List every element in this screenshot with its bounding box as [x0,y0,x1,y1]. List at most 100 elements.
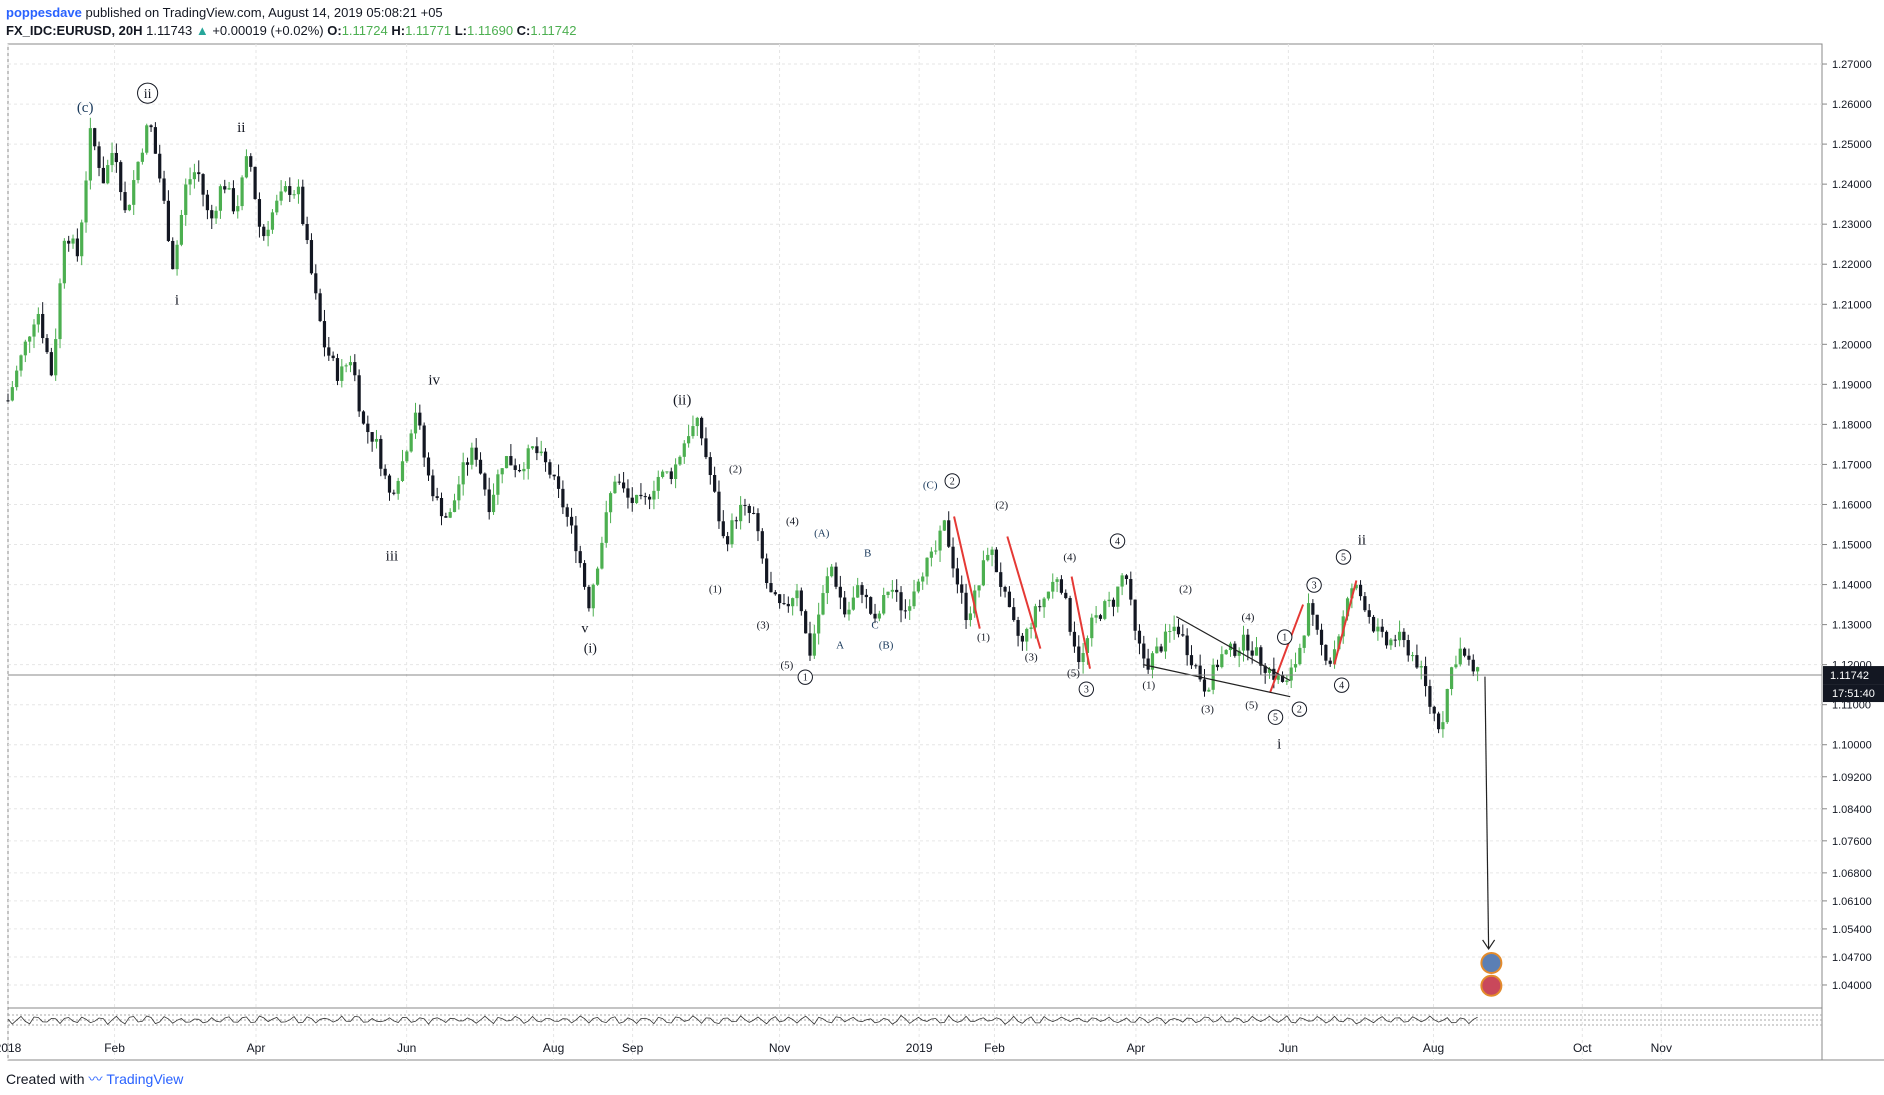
candle-body [1384,631,1389,646]
wave-label: ii [237,120,245,136]
candle-body [1077,646,1081,663]
candle-body [1402,631,1406,641]
candle-body [236,206,240,212]
y-tick-label: 1.18000 [1832,419,1872,431]
wave-label: iii [386,549,399,565]
candle-body [661,471,665,477]
candle-body [322,321,327,348]
candle-body [994,549,999,573]
event-flag-icon[interactable] [1480,951,1503,974]
candle-body [713,474,717,492]
wave-label: C [871,620,878,632]
candle-body [582,563,587,587]
x-tick-label: Jun [1279,1041,1298,1055]
candle-body [730,520,734,545]
candle-body [973,590,977,614]
wave-label: v [581,622,588,637]
candle-body [474,447,478,460]
candle-body [1454,664,1458,668]
candle-body [643,496,647,498]
tradingview-brand-link[interactable]: TradingView [106,1071,184,1087]
candle-body [990,549,994,555]
candle-body [1449,667,1454,690]
candle-body [925,557,929,577]
candle-body [1445,689,1449,723]
wave-label: 2 [950,476,955,487]
y-tick-label: 1.16000 [1832,499,1872,511]
candle-body [149,125,153,128]
candle-body [665,471,669,473]
wave-label: A [836,640,844,652]
candle-body [327,347,331,356]
candle-body [1124,575,1129,580]
candle-body [934,550,938,552]
author-link[interactable]: poppesdave [6,5,82,20]
wave-label: 4 [1339,681,1344,692]
candle-body [491,494,496,513]
y-tick-label: 1.22000 [1832,259,1872,271]
y-tick-label: 1.26000 [1832,99,1872,111]
candle-body [361,411,366,424]
tradingview-logo-icon[interactable]: 〰 [88,1071,103,1087]
candle-body [1354,584,1358,589]
y-tick-label: 1.23000 [1832,219,1872,231]
candle-body [188,179,192,185]
candle-body [947,520,951,547]
candle-body [54,339,58,376]
candle-body [1064,592,1068,599]
candle-body [370,432,374,442]
y-tick-label: 1.13000 [1832,620,1872,632]
candle-body [49,352,53,376]
candle-body [860,585,864,595]
candle-body [435,496,439,499]
candle-body [305,224,309,241]
candle-body [88,128,92,181]
candle-body [721,521,725,537]
y-tick-label: 1.09200 [1832,772,1872,784]
candle-body [752,512,756,514]
candle-body [999,572,1003,587]
candle-body [439,498,444,517]
candle-body [830,566,834,577]
candle-body [132,180,136,205]
candle-body [487,489,491,513]
up-arrow-icon: ▲ [195,23,209,38]
candle-body [1094,615,1098,618]
trendline [1176,616,1291,682]
candle-body [799,590,803,612]
candle-body [1462,648,1467,656]
event-flag-icon[interactable] [1480,974,1503,997]
candle-body [32,324,36,337]
candle-body [1150,653,1155,670]
x-tick-label: Nov [1651,1041,1672,1055]
trendline [1143,664,1291,698]
x-tick-label: Feb [984,1041,1005,1055]
candle-body [743,504,747,506]
candle-body [444,516,448,518]
y-tick-label: 1.25000 [1832,139,1872,151]
candle-body [1016,620,1020,636]
candle-body [617,481,621,483]
oscillator-line [7,1014,1478,1026]
candle-body [331,355,335,359]
wave-label: 5 [1273,713,1278,724]
candle-body [496,474,500,495]
wave-label: 3 [1312,581,1317,592]
candle-body [470,447,474,465]
candle-body [153,127,157,154]
red-wave-leg [1269,604,1305,694]
candle-body [23,341,27,356]
candle-body [1397,631,1402,641]
candle-body [1441,722,1445,730]
candle-body [309,240,314,274]
wave-label-circle [1109,533,1126,549]
candle-body [1189,655,1194,666]
candle-body [782,603,786,605]
high-value: 1.11771 [405,23,452,38]
candle-body [739,504,743,522]
candle-body [513,465,517,470]
y-tick-label: 1.15000 [1832,540,1872,552]
candle-body [45,338,49,353]
candle-body [409,433,413,452]
